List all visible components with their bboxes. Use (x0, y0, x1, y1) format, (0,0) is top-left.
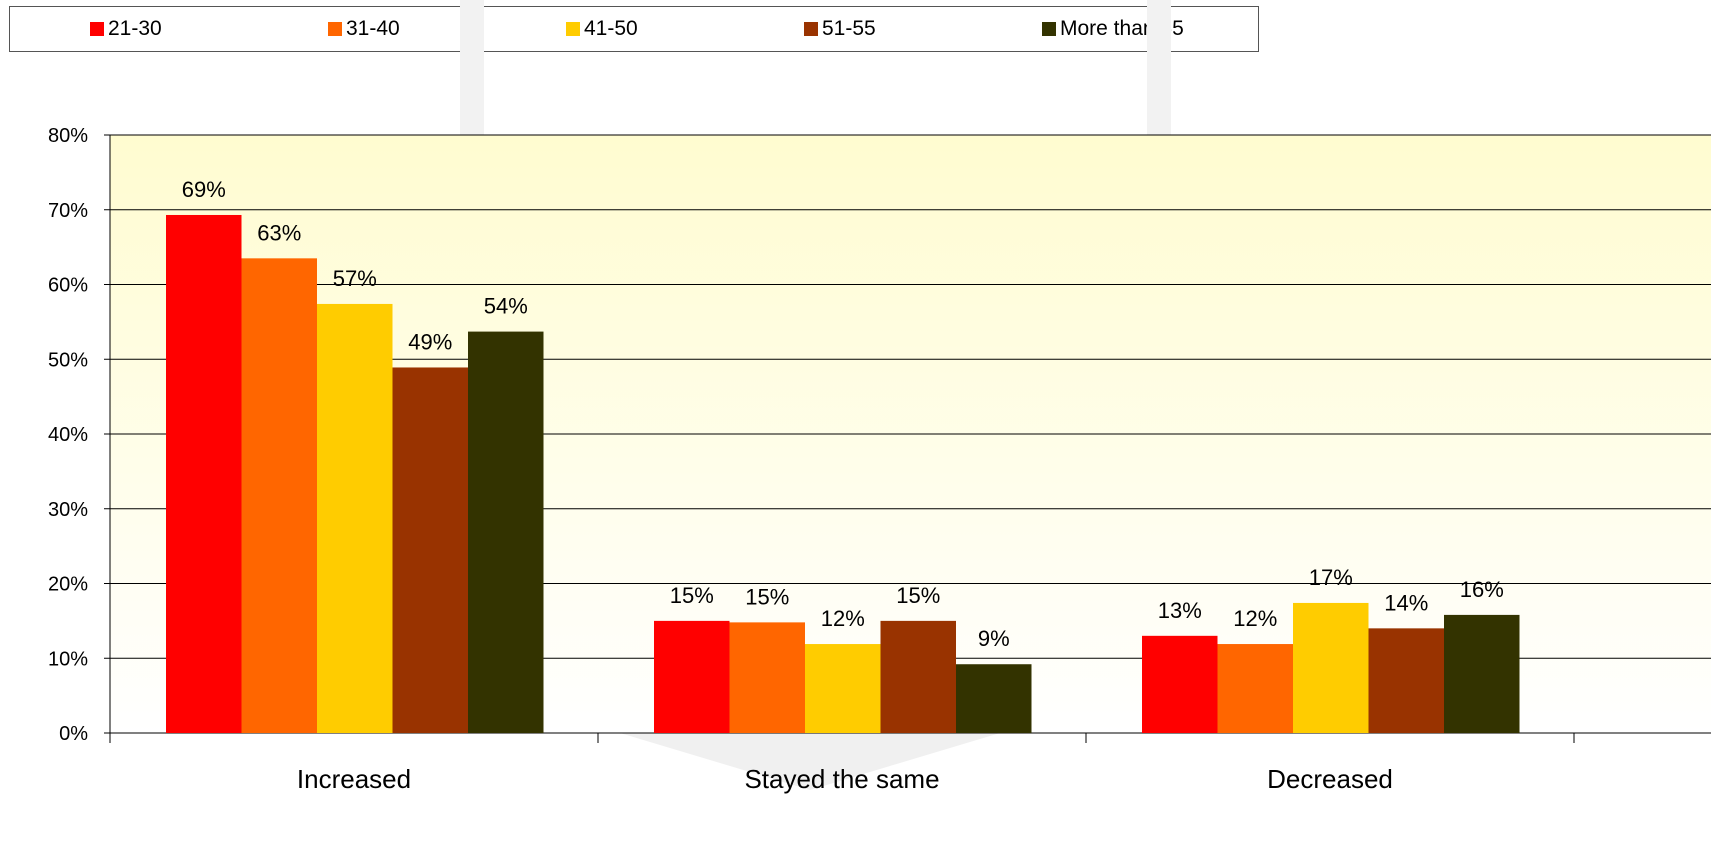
y-tick-label: 0% (59, 723, 88, 745)
legend-label: 41-50 (584, 17, 638, 40)
bar (1142, 635, 1218, 733)
bar (241, 258, 317, 733)
data-label: 13% (1158, 598, 1202, 623)
data-label: 14% (1384, 590, 1428, 615)
data-label: 15% (745, 584, 789, 609)
legend-item: 51-55 (804, 17, 876, 41)
y-tick-label: 50% (48, 349, 88, 371)
legend-swatch (566, 22, 580, 36)
watermark-bar-left (460, 0, 484, 135)
y-tick-label: 60% (48, 275, 88, 297)
data-label: 9% (978, 626, 1010, 651)
y-tick-label: 70% (48, 200, 88, 222)
data-label: 15% (670, 583, 714, 608)
y-tick-label: 10% (48, 648, 88, 670)
data-label: 15% (896, 583, 940, 608)
bar (956, 664, 1032, 733)
bar (729, 622, 805, 733)
y-tick-label: 20% (48, 574, 88, 596)
category-label: Increased (297, 764, 411, 794)
y-tick-label: 40% (48, 424, 88, 446)
legend-label: 31-40 (346, 17, 400, 40)
legend-swatch (328, 22, 342, 36)
data-label: 69% (182, 177, 226, 202)
bar (805, 644, 881, 733)
watermark-bar-right (1147, 0, 1171, 135)
legend-item: 31-40 (328, 17, 400, 41)
data-label: 12% (821, 606, 865, 631)
category-label: Stayed the same (744, 764, 939, 794)
legend-label: 51-55 (822, 17, 876, 40)
bar (1368, 628, 1444, 733)
legend-swatch (804, 22, 818, 36)
y-tick-label: 80% (48, 125, 88, 147)
legend-swatch (1042, 22, 1056, 36)
bar (880, 620, 956, 733)
bar (317, 303, 393, 733)
bar (392, 367, 468, 733)
bar (1217, 644, 1293, 733)
legend-item: 41-50 (566, 17, 638, 41)
category-label: Decreased (1267, 764, 1393, 794)
bar (468, 331, 544, 733)
data-label: 54% (484, 294, 528, 319)
bar (1293, 602, 1369, 733)
bar (654, 620, 730, 733)
data-label: 57% (333, 266, 377, 291)
bar (1444, 614, 1520, 733)
legend-label: 21-30 (108, 17, 162, 40)
legend-item: 21-30 (90, 17, 162, 41)
data-label: 49% (408, 329, 452, 354)
data-label: 16% (1460, 577, 1504, 602)
data-label: 12% (1233, 606, 1277, 631)
data-label: 17% (1309, 565, 1353, 590)
watermark-arrow (620, 733, 1000, 790)
bar (166, 214, 242, 734)
legend-swatch (90, 22, 104, 36)
legend: 21-30 31-40 41-50 51-55 More than 55 (9, 6, 1259, 52)
data-label: 63% (257, 220, 301, 245)
y-tick-label: 30% (48, 499, 88, 521)
